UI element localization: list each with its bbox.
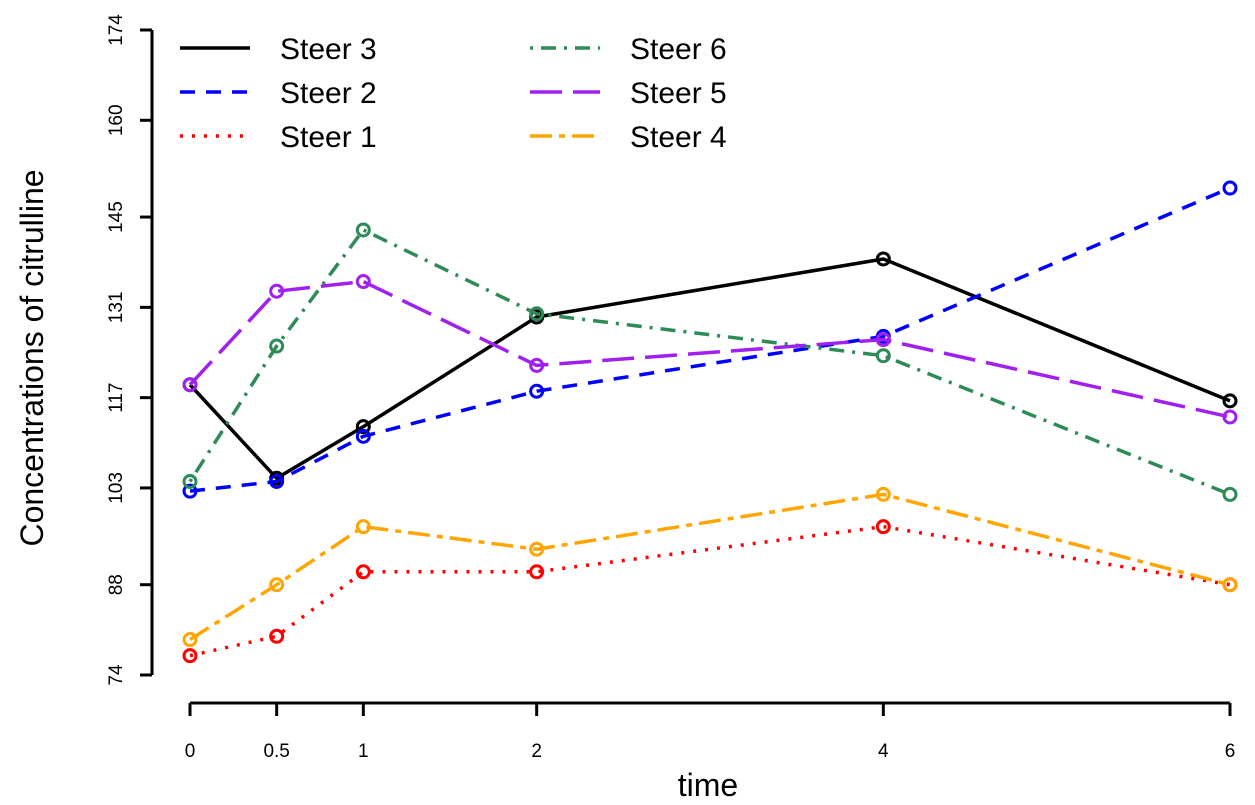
- data-point: [875, 332, 891, 348]
- y-tick-label: 74: [106, 664, 127, 686]
- series-steer-5: [182, 274, 1238, 425]
- x-tick-label: 0: [185, 741, 196, 762]
- data-point: [355, 419, 371, 435]
- data-point: [529, 564, 545, 580]
- data-point: [269, 283, 285, 299]
- y-tick-label: 117: [106, 383, 127, 413]
- series-steer-3: [182, 251, 1238, 486]
- y-tick-label: 131: [106, 291, 127, 323]
- x-tick-label: 6: [1225, 741, 1236, 762]
- y-tick-label: 160: [106, 104, 127, 136]
- data-point: [529, 541, 545, 557]
- data-point: [182, 377, 198, 393]
- data-point: [529, 306, 545, 322]
- data-point: [269, 474, 285, 489]
- legend-label: Steer 1: [280, 121, 377, 154]
- y-tick-label: 174: [106, 14, 127, 46]
- data-point: [1222, 393, 1238, 409]
- data-point: [182, 483, 198, 499]
- y-tick-label: 103: [106, 472, 127, 504]
- legend-label: Steer 5: [630, 77, 727, 110]
- data-point: [355, 222, 371, 238]
- data-point: [269, 338, 285, 354]
- data-point: [529, 357, 545, 373]
- series-line: [188, 228, 1231, 497]
- data-point: [1222, 577, 1238, 593]
- data-point: [875, 348, 891, 364]
- x-axis-title: time: [678, 767, 738, 803]
- series-line: [188, 257, 1231, 481]
- data-point: [875, 251, 891, 267]
- y-axis: 74 88 103 117 131 145 160 174: [106, 14, 154, 686]
- series-steer-4: [182, 486, 1238, 648]
- legend-label: Steer 2: [280, 77, 377, 110]
- data-point: [269, 577, 285, 593]
- series-line: [189, 524, 1231, 658]
- series-line: [189, 186, 1231, 493]
- data-point: [182, 648, 198, 664]
- series-steer-2: [182, 180, 1238, 499]
- data-point: [182, 632, 198, 648]
- y-tick-label: 145: [106, 201, 127, 233]
- data-point: [875, 486, 891, 502]
- data-point: [355, 428, 371, 444]
- series-steer-6: [182, 222, 1238, 502]
- series-line: [188, 279, 1231, 419]
- legend-label: Steer 6: [630, 33, 727, 66]
- data-point: [182, 474, 198, 489]
- data-point: [875, 519, 891, 535]
- y-tick-label: 88: [106, 574, 127, 595]
- data-point: [529, 383, 545, 399]
- x-tick-label: 1: [358, 741, 369, 762]
- x-axis: 0 0.5 1 2 4 6: [185, 701, 1236, 762]
- data-point: [355, 519, 371, 535]
- x-tick-label: 0.5: [263, 741, 289, 762]
- series-line: [189, 492, 1231, 642]
- data-point: [1222, 409, 1238, 425]
- data-point: [269, 628, 285, 644]
- x-tick-label: 2: [531, 741, 542, 762]
- series-layer: [182, 180, 1238, 664]
- data-point: [355, 274, 371, 290]
- x-tick-label: 4: [878, 741, 889, 762]
- legend-label: Steer 4: [630, 121, 727, 154]
- data-point: [1222, 486, 1238, 502]
- data-point: [1222, 180, 1238, 196]
- legend: Steer 3 Steer 2 Steer 1 Steer 6 Steer 5 Steer…: [180, 33, 727, 154]
- y-axis-title: Concentrations of citrulline: [14, 169, 50, 546]
- legend-label: Steer 3: [280, 33, 377, 66]
- data-point: [355, 564, 371, 580]
